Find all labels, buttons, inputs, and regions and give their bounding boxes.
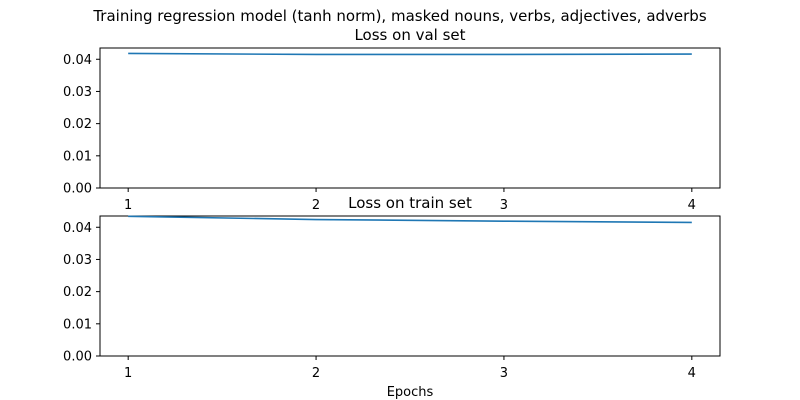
train-loss-line xyxy=(128,215,692,224)
train-loss-ytick-label: 0.01 xyxy=(63,317,92,332)
train-loss-ytick-label: 0.04 xyxy=(63,221,92,236)
train-loss-axes-frame xyxy=(99,215,721,357)
val-loss-ytick-label: 0.02 xyxy=(63,117,92,132)
val-loss-ytick-label: 0.01 xyxy=(63,149,92,164)
train-loss-panel: Loss on train set 1 2 3 4 0.00 0.01 0.02 0.03 0.… xyxy=(63,194,721,400)
train-loss-ytick-label: 0.03 xyxy=(63,253,92,268)
train-loss-ytick-label: 0.00 xyxy=(63,350,92,365)
figure-suptitle: Training regression model (tanh norm), m… xyxy=(92,7,706,25)
val-loss-axes-frame xyxy=(99,47,721,189)
train-loss-title: Loss on train set xyxy=(348,194,472,212)
train-loss-xtick-label: 2 xyxy=(312,366,320,381)
val-loss-xtick-label: 1 xyxy=(124,198,132,213)
val-loss-panel: Loss on val set 1 2 3 4 0.00 0.01 0.02 0.03 0.04 xyxy=(63,26,721,213)
train-loss-xtick-label: 1 xyxy=(124,366,132,381)
val-loss-ytick-label: 0.03 xyxy=(63,85,92,100)
train-loss-ticks: 1 2 3 4 0.00 0.01 0.02 0.03 0.04 xyxy=(63,221,696,381)
val-loss-xtick-label: 2 xyxy=(312,198,320,213)
val-loss-xtick-label: 4 xyxy=(688,198,696,213)
val-loss-ytick-label: 0.04 xyxy=(63,53,92,68)
train-loss-xtick-label: 3 xyxy=(500,366,508,381)
val-loss-title: Loss on val set xyxy=(354,26,465,44)
val-loss-ticks: 1 2 3 4 0.00 0.01 0.02 0.03 0.04 xyxy=(63,53,696,213)
val-loss-line xyxy=(128,52,692,56)
train-loss-ytick-label: 0.02 xyxy=(63,285,92,300)
train-loss-xtick-label: 4 xyxy=(688,366,696,381)
val-loss-xtick-label: 3 xyxy=(500,198,508,213)
val-loss-ytick-label: 0.00 xyxy=(63,182,92,197)
train-loss-xlabel: Epochs xyxy=(387,385,434,400)
